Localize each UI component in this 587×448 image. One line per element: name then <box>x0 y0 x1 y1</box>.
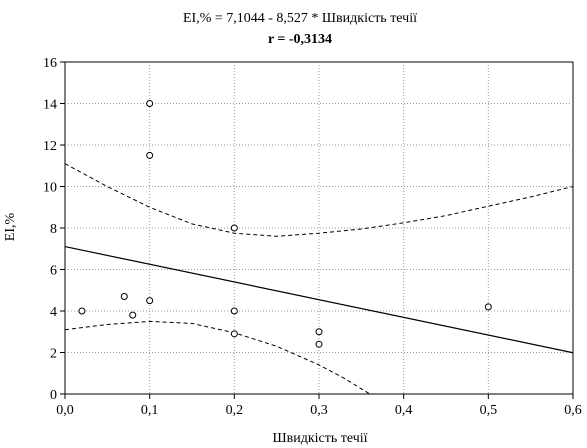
data-point <box>230 330 238 338</box>
y-tick-label: 16 <box>43 56 57 71</box>
y-tick-label: 8 <box>50 222 57 237</box>
y-tick-label: 10 <box>43 181 57 196</box>
y-tick-label: 6 <box>50 264 57 279</box>
y-tick-label: 2 <box>50 347 57 362</box>
y-tick-label: 12 <box>43 139 57 154</box>
data-point <box>230 307 238 315</box>
x-tick-label: 0,0 <box>56 403 74 418</box>
data-point <box>78 307 86 315</box>
x-tick-label: 0,2 <box>226 403 244 418</box>
x-tick-label: 0,6 <box>564 403 582 418</box>
x-axis-label: Швидкість течії <box>272 431 367 446</box>
data-point <box>146 151 154 159</box>
y-axis-label: EI,% <box>3 212 18 241</box>
confidence-band-upper <box>64 163 574 237</box>
data-point <box>120 292 128 300</box>
x-tick-label: 0,5 <box>480 403 498 418</box>
y-tick-label: 14 <box>43 98 57 113</box>
data-point <box>230 224 238 232</box>
regression-line <box>64 245 574 354</box>
chart-title: EI,% = 7,1044 - 8,527 * Швидкість течії <box>183 11 417 26</box>
data-point <box>484 303 492 311</box>
data-point <box>129 311 137 319</box>
x-tick-label: 0,1 <box>141 403 159 418</box>
chart-subtitle: r = -0,3134 <box>268 32 332 47</box>
y-tick-label: 0 <box>50 388 57 403</box>
data-point <box>146 297 154 305</box>
y-tick-label: 4 <box>50 305 57 320</box>
data-points <box>78 100 492 348</box>
data-point <box>146 100 154 107</box>
regression-line-group <box>64 245 574 354</box>
x-tick-label: 0,4 <box>395 403 413 418</box>
x-tick-label: 0,3 <box>310 403 328 418</box>
data-point <box>315 340 323 348</box>
axis-ticks: 0,0 0,1 0,2 0,3 0,4 0,5 0,6 0 2 4 6 8 10 12 14 16 <box>43 56 582 418</box>
data-point <box>315 328 323 336</box>
